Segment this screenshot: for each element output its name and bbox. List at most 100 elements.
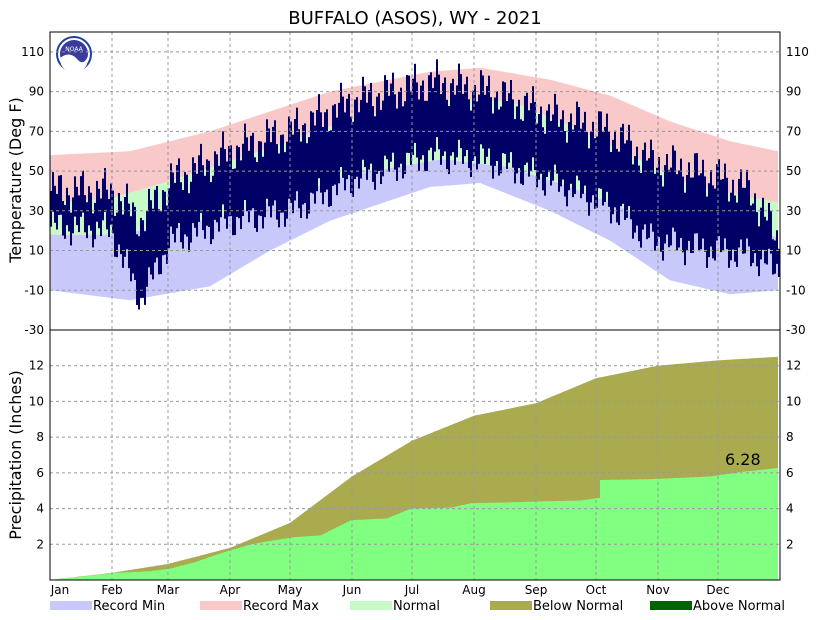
observed-temperature-bar xyxy=(508,93,510,163)
month-label: Jan xyxy=(50,583,70,597)
observed-temperature-bar xyxy=(694,153,696,234)
observed-temperature-bar xyxy=(68,195,70,232)
temperature-tick-left: 50 xyxy=(29,164,44,178)
observed-temperature-bar xyxy=(660,175,662,252)
observed-temperature-bar xyxy=(628,124,630,207)
observed-temperature-bar xyxy=(672,145,674,228)
observed-temperature-bar xyxy=(380,109,382,184)
observed-temperature-bar xyxy=(678,170,680,248)
temperature-panel xyxy=(50,59,780,310)
observed-temperature-bar xyxy=(256,162,258,232)
observed-temperature-bar xyxy=(364,86,366,168)
precipitation-annotation: 6.28 xyxy=(725,450,761,469)
observed-temperature-bar xyxy=(58,175,60,215)
observed-temperature-bar xyxy=(186,174,188,237)
temperature-tick-right: 30 xyxy=(786,204,801,218)
observed-temperature-bar xyxy=(66,187,68,226)
observed-temperature-bar xyxy=(778,248,780,277)
observed-temperature-bar xyxy=(100,198,102,237)
observed-temperature-bar xyxy=(522,120,524,185)
precipitation-panel xyxy=(50,356,778,580)
observed-temperature-bar xyxy=(118,193,120,245)
observed-temperature-bar xyxy=(674,150,676,232)
observed-temperature-bar xyxy=(318,94,320,179)
record-max-band xyxy=(50,67,778,203)
observed-temperature-bar xyxy=(562,110,564,180)
observed-temperature-bar xyxy=(72,197,74,234)
observed-temperature-bar xyxy=(194,163,196,228)
month-label: Oct xyxy=(586,583,607,597)
precipitation-tick-right: 12 xyxy=(786,359,801,373)
observed-temperature-bar xyxy=(646,160,648,240)
observed-temperature-bar xyxy=(172,172,174,234)
observed-temperature-bar xyxy=(324,112,326,193)
legend-label: Above Normal xyxy=(693,599,785,614)
observed-temperature-bar xyxy=(236,145,238,217)
legend-label: Record Max xyxy=(243,599,319,614)
month-label: May xyxy=(278,583,303,597)
observed-temperature-bar xyxy=(420,85,422,160)
observed-temperature-bar xyxy=(696,153,698,234)
observed-temperature-bar xyxy=(362,76,364,160)
observed-temperature-bar xyxy=(348,93,350,176)
observed-temperature-bar xyxy=(74,176,76,217)
observed-temperature-bar xyxy=(110,183,112,225)
observed-temperature-bar xyxy=(446,99,448,170)
observed-temperature-bar xyxy=(108,199,110,238)
observed-temperature-bar xyxy=(340,82,342,167)
observed-temperature-bar xyxy=(586,132,588,203)
month-label: Sep xyxy=(525,583,548,597)
temperature-axis-title: Temperature (Deg F) xyxy=(6,97,25,264)
observed-temperature-bar xyxy=(760,207,762,260)
temperature-tick-left: 10 xyxy=(29,244,44,258)
observed-temperature-bar xyxy=(282,134,284,213)
observed-temperature-bar xyxy=(320,112,322,193)
observed-temperature-bar xyxy=(746,169,748,239)
observed-temperature-bar xyxy=(174,182,176,243)
grid-lines xyxy=(49,31,781,581)
observed-temperature-bar xyxy=(146,210,148,287)
observed-temperature-bar xyxy=(764,216,766,264)
observed-temperature-bar xyxy=(584,111,586,186)
observed-temperature-bar xyxy=(604,126,606,202)
observed-temperature-bar xyxy=(242,143,244,216)
observed-temperature-bar xyxy=(342,96,344,178)
observed-temperature-bar xyxy=(248,150,250,223)
observed-temperature-bar xyxy=(312,112,314,194)
observed-temperature-bar xyxy=(178,158,180,224)
observed-temperature-bar xyxy=(336,117,338,196)
temperature-tick-right: 110 xyxy=(786,45,809,59)
observed-temperature-bar xyxy=(208,160,210,227)
observed-temperature-bar xyxy=(330,130,332,206)
observed-temperature-bar xyxy=(424,100,426,172)
record-min-band xyxy=(50,159,778,301)
observed-temperature-bar xyxy=(244,123,246,200)
observed-temperature-bar xyxy=(610,152,612,224)
observed-temperature-bar xyxy=(112,190,114,234)
observed-temperature-bar xyxy=(774,240,776,274)
observed-temperature-bar xyxy=(532,86,534,158)
svg-text:NOAA: NOAA xyxy=(65,46,83,53)
observed-temperature-bar xyxy=(298,129,300,209)
observed-temperature-bar xyxy=(676,174,678,251)
observed-temperature-bar xyxy=(374,116,376,190)
month-label: Aug xyxy=(462,583,485,597)
observed-temperature-bar xyxy=(666,154,668,235)
observed-temperature-bar xyxy=(680,158,682,238)
observed-temperature-bar xyxy=(410,90,412,165)
month-label: Jul xyxy=(404,583,419,597)
chart-title: BUFFALO (ASOS), WY - 2021 xyxy=(288,8,542,29)
observed-temperature-bar xyxy=(468,99,470,168)
observed-temperature-bar xyxy=(378,93,380,171)
observed-precip-area xyxy=(50,467,778,580)
observed-temperature-bar xyxy=(60,175,62,215)
precipitation-tick-left: 10 xyxy=(29,394,44,408)
observed-temperature-bar xyxy=(286,141,288,219)
noaa-logo: NOAA xyxy=(56,36,92,73)
observed-temperature-bar xyxy=(566,142,568,207)
observed-temperature-bar xyxy=(450,83,452,156)
observed-temperature-bar xyxy=(432,88,434,161)
observed-temperature-bar xyxy=(86,202,88,239)
observed-temperature-bar xyxy=(512,99,514,168)
